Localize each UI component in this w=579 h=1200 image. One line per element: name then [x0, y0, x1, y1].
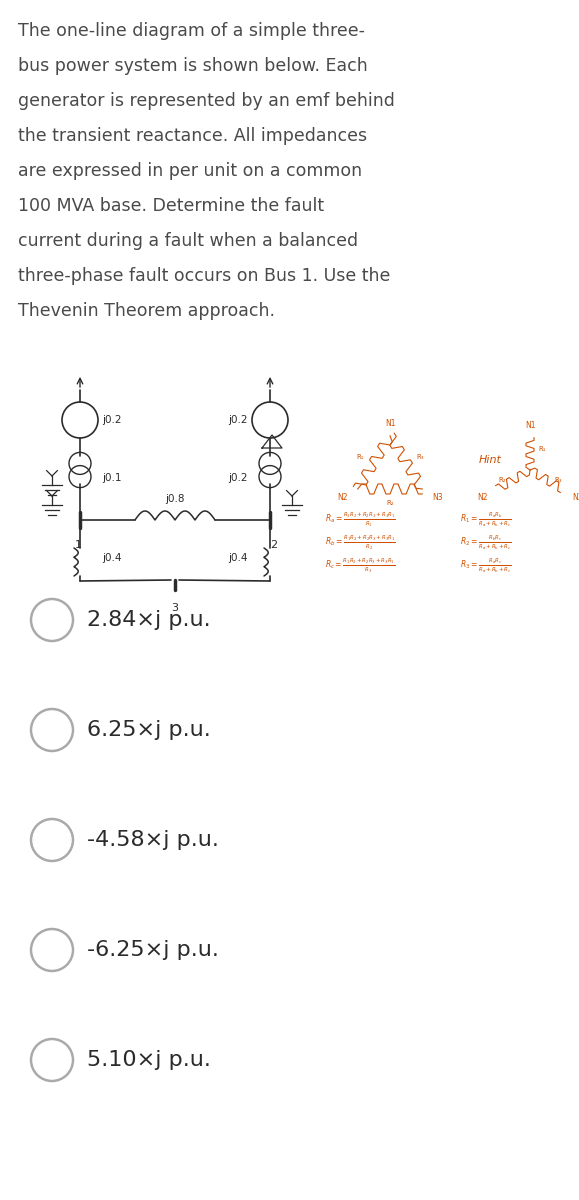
Text: j0.8: j0.8	[165, 494, 185, 504]
Text: generator is represented by an emf behind: generator is represented by an emf behin…	[18, 92, 395, 110]
Text: j0.4: j0.4	[102, 553, 122, 563]
Text: N2: N2	[478, 492, 488, 502]
Text: $R_3=\frac{R_aR_c}{R_a+R_b+R_c}$: $R_3=\frac{R_aR_c}{R_a+R_b+R_c}$	[460, 557, 512, 575]
Text: j0.4: j0.4	[229, 553, 248, 563]
Text: $R_c=\frac{R_1R_2+R_2R_3+R_3R_1}{R_3}$: $R_c=\frac{R_1R_2+R_2R_3+R_3R_1}{R_3}$	[325, 557, 395, 575]
Text: -6.25×j p.u.: -6.25×j p.u.	[87, 940, 219, 960]
Text: j0.2: j0.2	[229, 415, 248, 425]
Text: N1: N1	[385, 419, 395, 428]
Text: R₁: R₁	[356, 455, 364, 461]
Text: 1: 1	[75, 540, 82, 550]
Text: Hint: Hint	[479, 455, 501, 464]
Text: 5.10×j p.u.: 5.10×j p.u.	[87, 1050, 211, 1070]
Text: j0.1: j0.1	[102, 473, 122, 482]
Text: $R_b=\frac{R_1R_2+R_2R_3+R_3R_1}{R_2}$: $R_b=\frac{R_1R_2+R_2R_3+R_3R_1}{R_2}$	[325, 534, 396, 552]
Text: N2: N2	[338, 492, 348, 502]
Text: bus power system is shown below. Each: bus power system is shown below. Each	[18, 56, 368, 74]
Text: R₃: R₃	[555, 476, 562, 482]
Text: j0.2: j0.2	[229, 473, 248, 482]
Text: $R_a=\frac{R_1R_2+R_2R_3+R_3R_1}{R_1}$: $R_a=\frac{R_1R_2+R_2R_3+R_3R_1}{R_1}$	[325, 511, 396, 529]
Text: three-phase fault occurs on Bus 1. Use the: three-phase fault occurs on Bus 1. Use t…	[18, 266, 390, 284]
Text: N3: N3	[432, 492, 442, 502]
Text: 2: 2	[270, 540, 277, 550]
Text: -4.58×j p.u.: -4.58×j p.u.	[87, 830, 219, 850]
Text: $R_2=\frac{R_bR_c}{R_a+R_b+R_c}$: $R_2=\frac{R_bR_c}{R_a+R_b+R_c}$	[460, 534, 512, 552]
Text: Thevenin Theorem approach.: Thevenin Theorem approach.	[18, 302, 275, 320]
Text: 2.84×j p.u.: 2.84×j p.u.	[87, 610, 211, 630]
Text: R₂: R₂	[498, 476, 505, 482]
Text: R₂: R₂	[386, 500, 394, 506]
Text: j0.2: j0.2	[102, 415, 122, 425]
Text: are expressed in per unit on a common: are expressed in per unit on a common	[18, 162, 362, 180]
Text: 100 MVA base. Determine the fault: 100 MVA base. Determine the fault	[18, 197, 324, 215]
Text: R₁: R₁	[538, 446, 546, 452]
Text: N3: N3	[572, 492, 579, 502]
Text: 6.25×j p.u.: 6.25×j p.u.	[87, 720, 211, 740]
Text: $R_1=\frac{R_aR_b}{R_a+R_b+R_c}$: $R_1=\frac{R_aR_b}{R_a+R_b+R_c}$	[460, 511, 512, 529]
Text: current during a fault when a balanced: current during a fault when a balanced	[18, 232, 358, 250]
Text: N1: N1	[525, 421, 535, 431]
Text: The one-line diagram of a simple three-: The one-line diagram of a simple three-	[18, 22, 365, 40]
Text: 3: 3	[171, 602, 178, 613]
Text: the transient reactance. All impedances: the transient reactance. All impedances	[18, 127, 367, 145]
Text: R₃: R₃	[416, 455, 424, 461]
